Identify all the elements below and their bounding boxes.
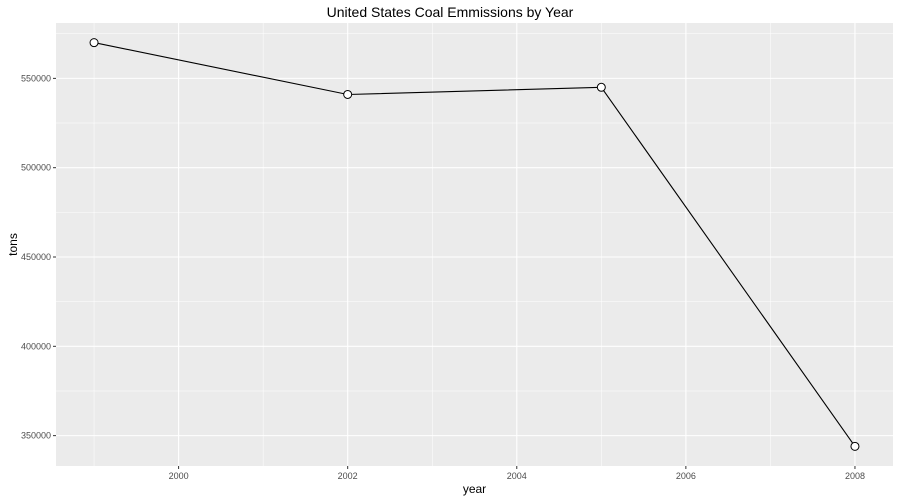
data-point [596, 82, 606, 92]
data-point [850, 441, 860, 451]
series-line [93, 42, 856, 447]
y-tick-label: 400000 [21, 341, 51, 351]
chart-title: United States Coal Emmissions by Year [326, 4, 574, 20]
minor-gridlines [56, 23, 893, 466]
x-tick-label: 2002 [338, 471, 358, 481]
data-point [89, 38, 99, 48]
x-tick-label: 2004 [507, 471, 527, 481]
x-axis-title: year [463, 482, 486, 496]
y-tick-label: 450000 [21, 252, 51, 262]
y-tick-label: 500000 [21, 163, 51, 173]
y-tick-label: 350000 [21, 431, 51, 441]
x-tick-label: 2008 [845, 471, 865, 481]
plot-panel [56, 23, 893, 466]
y-tick-label: 550000 [21, 73, 51, 83]
data-point [343, 89, 353, 99]
x-tick-label: 2000 [169, 471, 189, 481]
x-tick-label: 2006 [676, 471, 696, 481]
series-layer [89, 38, 860, 451]
axis-ticks: 2000 2002 2004 2006 2008 350000 400000 450000 50… [21, 73, 865, 481]
y-axis-title: tons [6, 233, 20, 256]
